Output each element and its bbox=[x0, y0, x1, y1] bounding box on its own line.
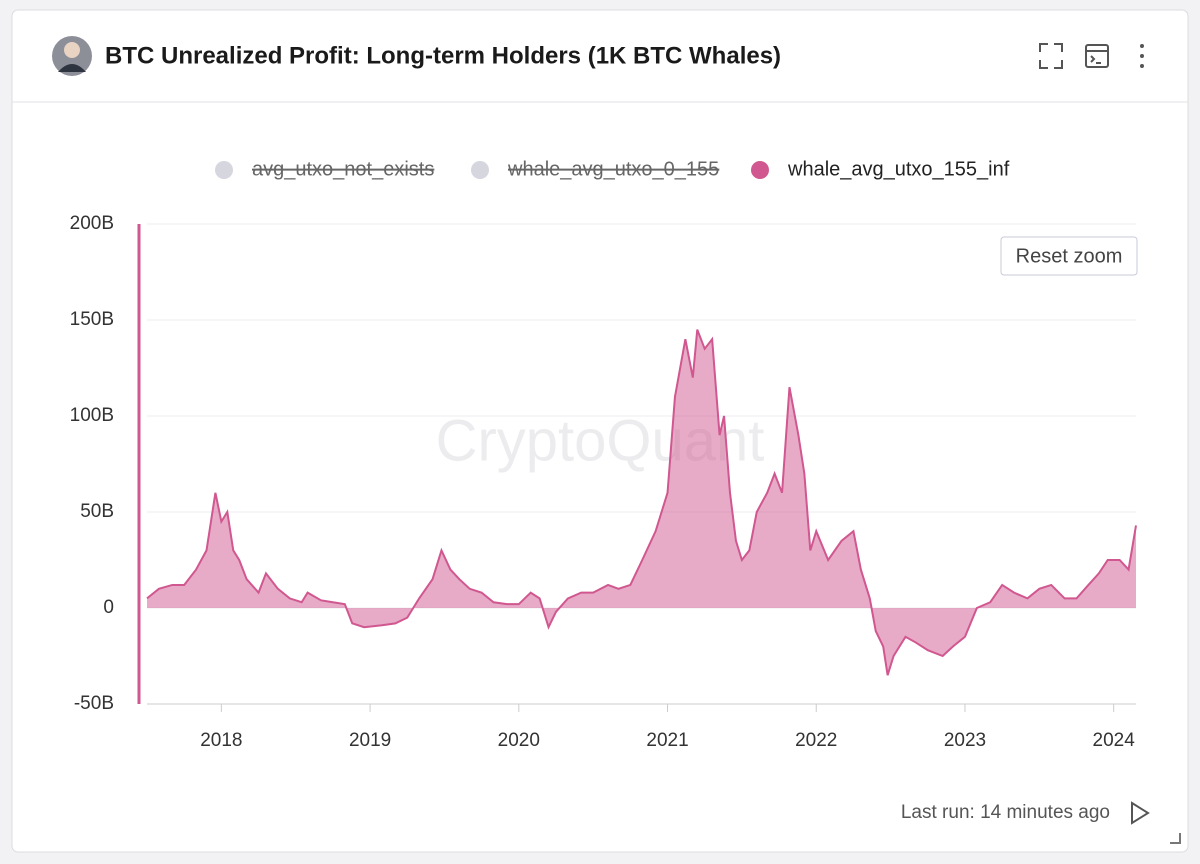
y-tick-label: -50B bbox=[74, 693, 114, 714]
x-tick-label: 2024 bbox=[1093, 730, 1136, 751]
y-tick-label: 200B bbox=[70, 213, 114, 234]
x-tick-label: 2021 bbox=[646, 730, 688, 751]
avatar-body bbox=[58, 64, 86, 72]
fullscreen-icon[interactable] bbox=[1039, 43, 1063, 69]
x-tick-label: 2022 bbox=[795, 730, 837, 751]
x-tick-label: 2018 bbox=[200, 730, 242, 751]
run-icon[interactable] bbox=[1131, 801, 1150, 825]
area-fill bbox=[147, 329, 1136, 676]
x-tick-label: 2023 bbox=[944, 730, 986, 751]
legend-marker bbox=[751, 161, 769, 179]
reset-zoom-label[interactable]: Reset zoom bbox=[1016, 245, 1123, 267]
x-tick-label: 2020 bbox=[498, 730, 540, 751]
legend-label[interactable]: avg_utxo_not_exists bbox=[252, 158, 434, 180]
reset-zoom-button[interactable] bbox=[1000, 236, 1138, 276]
legend-label[interactable]: whale_avg_utxo_0_155 bbox=[507, 158, 719, 180]
area-line bbox=[146, 329, 1137, 676]
resize-handle bbox=[1170, 833, 1181, 844]
y-tick-label: 150B bbox=[70, 309, 114, 330]
x-tick-label: 2019 bbox=[349, 730, 391, 751]
chart-title: BTC Unrealized Profit: Long-term Holders… bbox=[105, 42, 781, 69]
avatar-face bbox=[64, 42, 80, 58]
legend-marker bbox=[471, 161, 489, 179]
query-icon[interactable] bbox=[1085, 44, 1109, 68]
y-tick-label: 0 bbox=[103, 597, 114, 618]
last-run: Last run: 14 minutes ago bbox=[901, 802, 1110, 823]
menu-icon[interactable] bbox=[1140, 44, 1144, 68]
y-tick-label: 50B bbox=[80, 501, 114, 522]
y-tick-label: 100B bbox=[70, 405, 114, 426]
legend-label[interactable]: whale_avg_utxo_155_inf bbox=[787, 158, 1010, 180]
legend-marker bbox=[215, 161, 233, 179]
